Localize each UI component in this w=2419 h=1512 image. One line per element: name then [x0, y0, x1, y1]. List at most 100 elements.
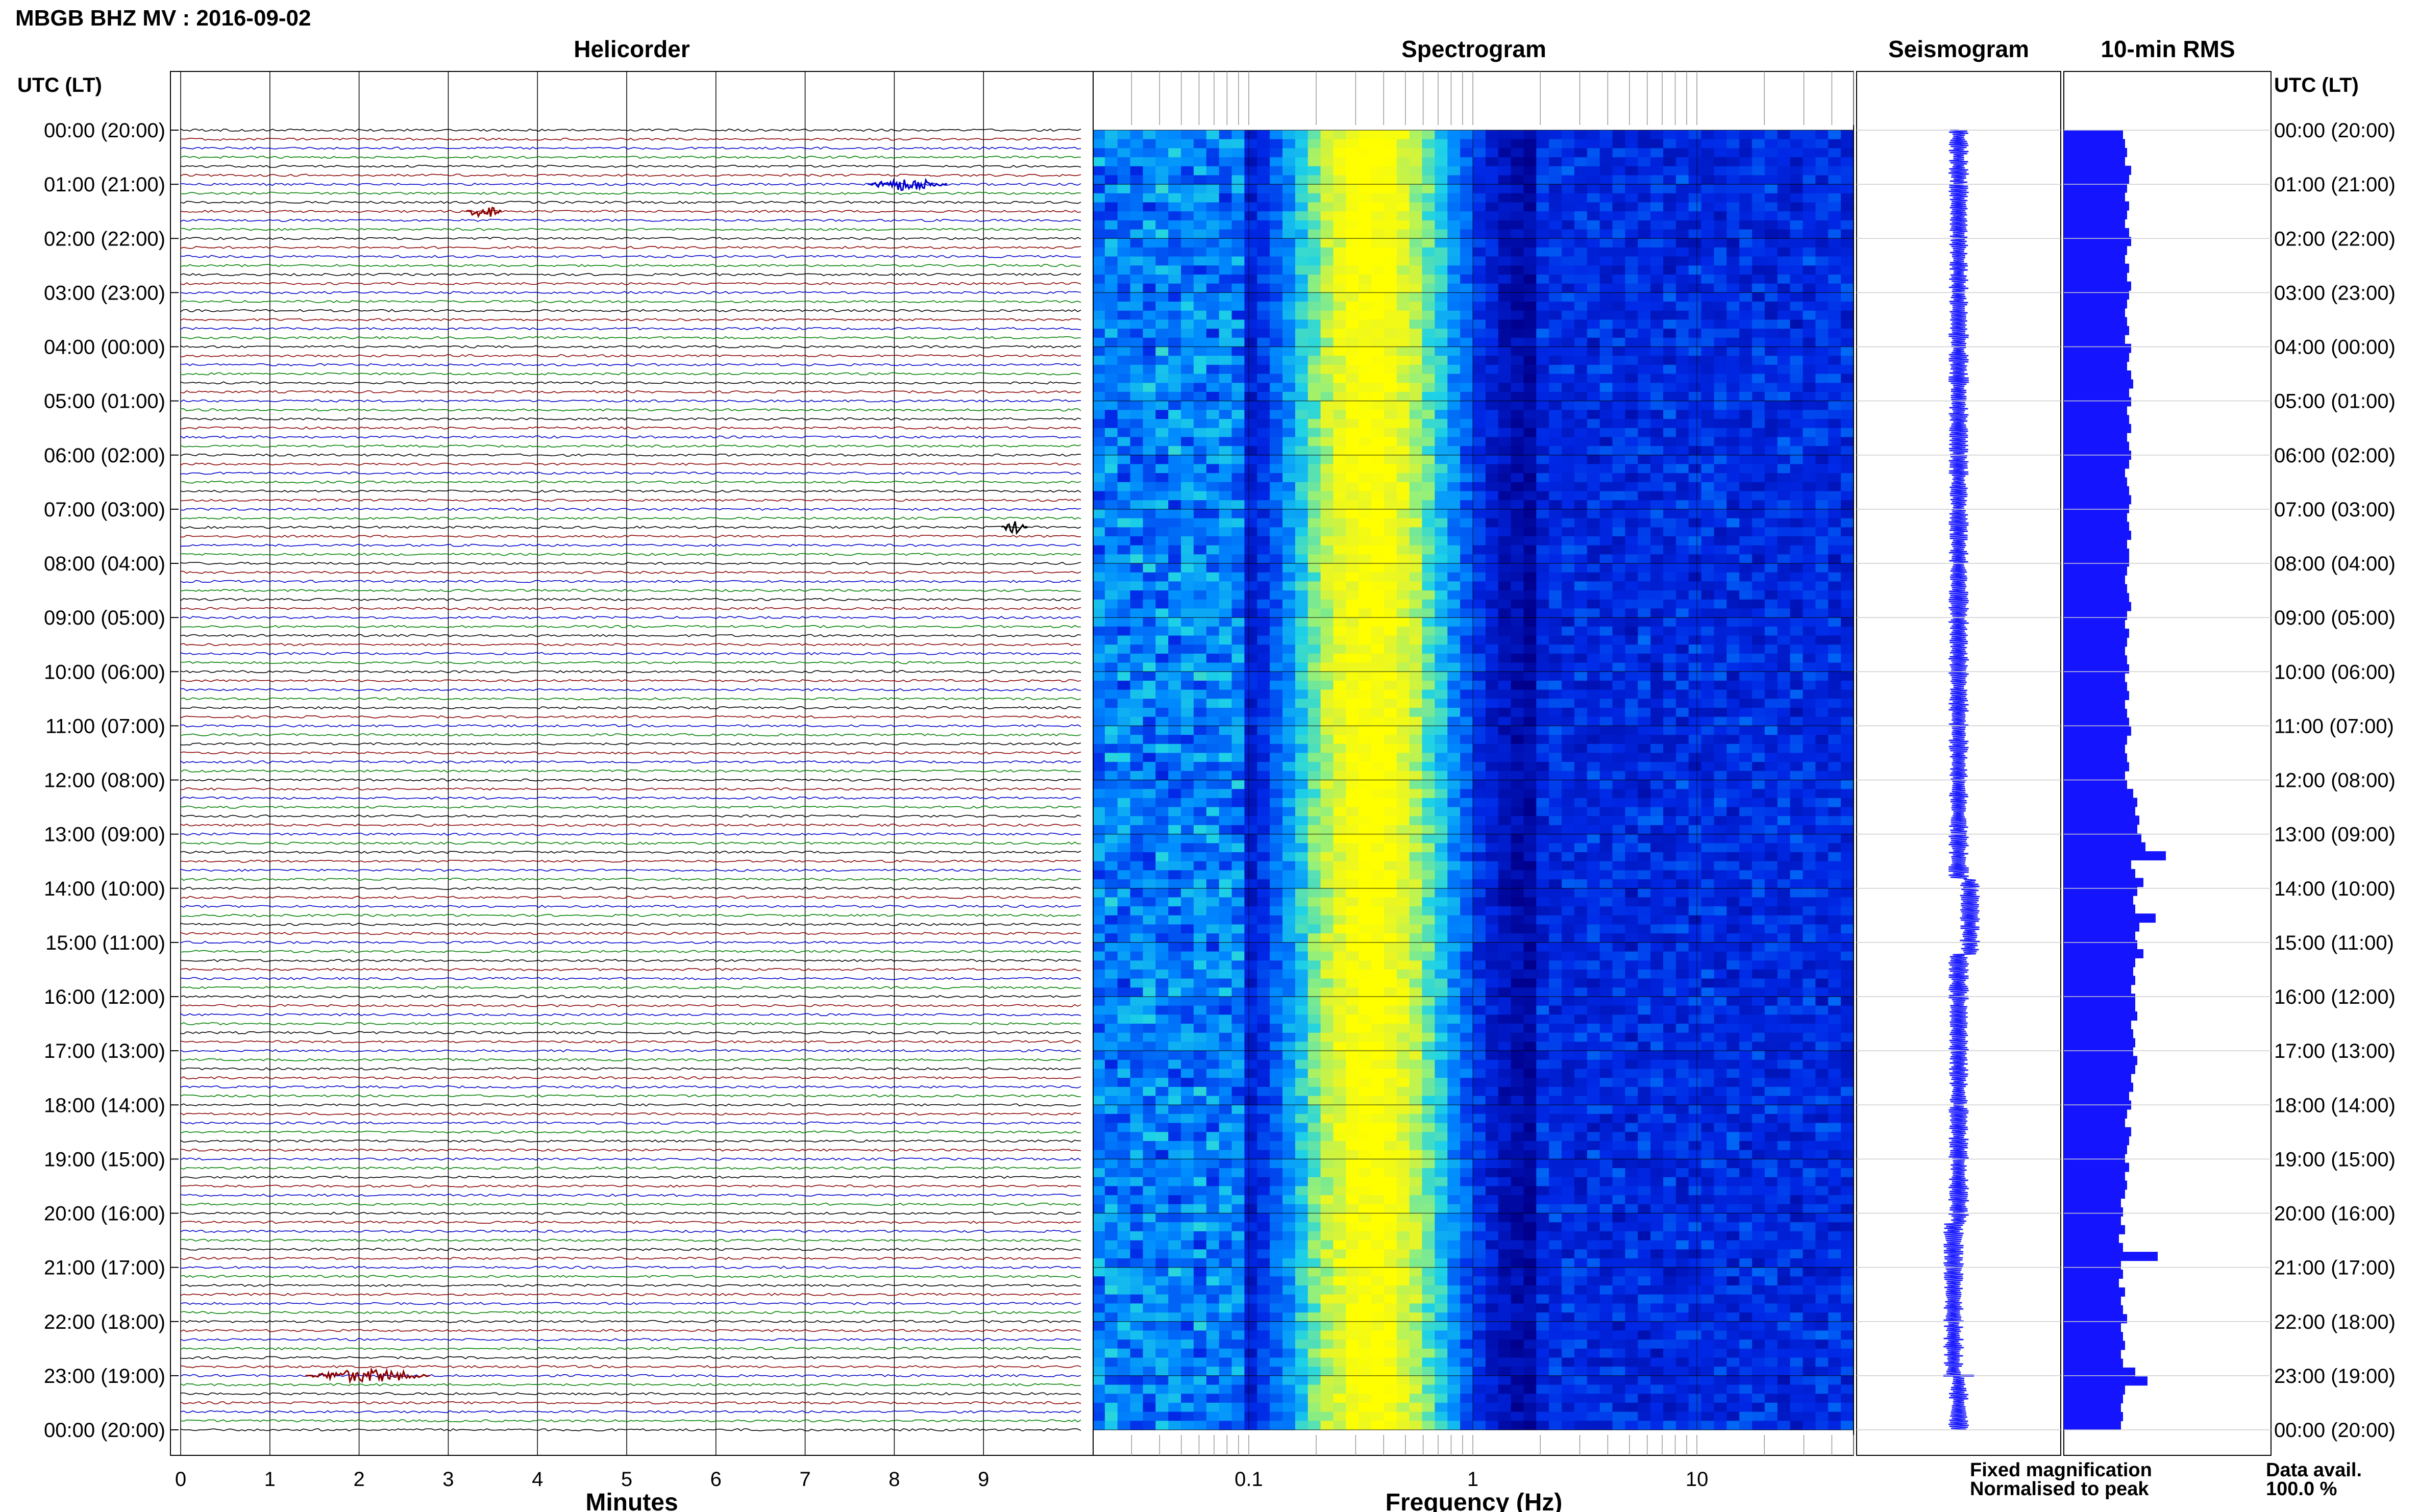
spectrogram-cell — [1815, 689, 1829, 699]
spectrogram-cell — [1536, 825, 1549, 834]
spectrogram-cell — [1688, 825, 1702, 834]
spectrogram-cell — [1841, 590, 1854, 600]
spectrogram-cell — [1587, 184, 1600, 194]
spectrogram-cell — [1307, 599, 1321, 609]
spectrogram-cell — [1625, 319, 1638, 329]
spectrogram-cell — [1498, 410, 1512, 419]
spectrogram-cell — [1320, 825, 1334, 834]
spectrogram-cell — [1803, 319, 1816, 329]
spectrogram-cell — [1536, 229, 1549, 239]
spectrogram-cell — [1384, 680, 1397, 690]
spectrogram-cell — [1511, 689, 1524, 699]
spectrogram-cell — [1384, 428, 1397, 437]
spectrogram-cell — [1803, 275, 1816, 284]
spectrogram-cell — [1777, 527, 1791, 537]
spectrogram-cell — [1143, 193, 1156, 203]
spectrogram-cell — [1282, 446, 1296, 456]
spectrogram-cell — [1168, 310, 1181, 320]
spectrogram-cell — [1473, 653, 1486, 663]
spectrogram-cell — [1117, 437, 1131, 447]
spectrogram-cell — [1587, 419, 1600, 429]
spectrogram-cell — [1663, 238, 1676, 248]
spectrogram-cell — [1485, 491, 1499, 501]
spectrogram-cell — [1257, 139, 1270, 148]
spectrogram-cell — [1587, 491, 1600, 501]
spectrogram-cell — [1485, 708, 1499, 717]
spectrogram-cell — [1739, 870, 1752, 880]
spectrogram-cell — [1270, 428, 1283, 437]
spectrogram-cell — [1117, 708, 1131, 717]
spectrogram-cell — [1447, 337, 1461, 347]
spectrogram-cell — [1714, 653, 1727, 663]
spectrogram-cell — [1841, 482, 1854, 491]
spectrogram-cell — [1155, 383, 1169, 392]
spectrogram-cell — [1498, 545, 1512, 555]
spectrogram-cell — [1155, 238, 1169, 248]
spectrogram-cell — [1130, 247, 1144, 257]
spectrogram-cell — [1384, 581, 1397, 591]
spectrogram-cell — [1574, 238, 1588, 248]
spectrogram-cell — [1244, 617, 1257, 627]
spectrogram-cell — [1498, 310, 1512, 320]
spectrogram-cell — [1206, 879, 1220, 889]
spectrogram-cell — [1599, 716, 1613, 726]
spectrogram-cell — [1726, 599, 1740, 609]
spectrogram-cell — [1244, 608, 1257, 618]
spectrogram-cell — [1790, 455, 1804, 464]
spectrogram-cell — [1130, 716, 1144, 726]
spectrogram-cell — [1688, 283, 1702, 293]
spectrogram-cell — [1841, 464, 1854, 474]
spectrogram-cell — [1130, 265, 1144, 275]
spectrogram-cell — [1168, 716, 1181, 726]
spectrogram-cell — [1764, 672, 1778, 681]
spectrogram-cell — [1422, 599, 1435, 609]
spectrogram-cell — [1650, 843, 1664, 853]
spectrogram-cell — [1587, 572, 1600, 582]
spectrogram-cell — [1206, 229, 1220, 239]
spectrogram-cell — [1219, 374, 1232, 383]
spectrogram-cell — [1714, 563, 1727, 573]
spectrogram-cell — [1346, 139, 1359, 148]
spectrogram-cell — [1803, 843, 1816, 853]
spectrogram-cell — [1282, 635, 1296, 645]
spectrogram-cell — [1168, 861, 1181, 871]
spectrogram-cell — [1384, 861, 1397, 871]
spectrogram-cell — [1193, 193, 1207, 203]
spectrogram-cell — [1650, 302, 1664, 311]
spectrogram-cell — [1841, 608, 1854, 618]
spectrogram-cell — [1574, 473, 1588, 483]
spectrogram-cell — [1181, 419, 1194, 429]
spectrogram-cell — [1168, 518, 1181, 528]
spectrogram-cell — [1231, 337, 1245, 347]
spectrogram-cell — [1739, 319, 1752, 329]
spectrogram-cell — [1396, 726, 1410, 735]
spectrogram-cell — [1739, 743, 1752, 753]
spectrogram-cell — [1371, 437, 1385, 447]
spectrogram-cell — [1587, 374, 1600, 383]
spectrogram-cell — [1244, 554, 1257, 564]
spectrogram-cell — [1828, 337, 1841, 347]
spectrogram-cell — [1841, 491, 1854, 501]
spectrogram-cell — [1612, 184, 1625, 194]
spectrogram-cell — [1168, 563, 1181, 573]
spectrogram-cell — [1104, 726, 1118, 735]
spectrogram-cell — [1562, 202, 1575, 212]
spectrogram-cell — [1435, 798, 1448, 807]
spectrogram-cell — [1549, 419, 1562, 429]
spectrogram-cell — [1396, 735, 1410, 745]
spectrogram-cell — [1638, 825, 1651, 834]
spectrogram-cell — [1130, 645, 1144, 654]
spectrogram-cell — [1346, 870, 1359, 880]
spectrogram-cell — [1675, 391, 1689, 401]
spectrogram-cell — [1155, 762, 1169, 772]
spectrogram-cell — [1257, 482, 1270, 491]
spectrogram-cell — [1663, 455, 1676, 464]
spectrogram-cell — [1244, 401, 1257, 410]
spectrogram-cell — [1612, 473, 1625, 483]
spectrogram-cell — [1638, 662, 1651, 672]
spectrogram-cell — [1701, 391, 1715, 401]
spectrogram-cell — [1181, 211, 1194, 221]
spectrogram-cell — [1714, 626, 1727, 636]
spectrogram-cell — [1752, 157, 1765, 167]
spectrogram-cell — [1143, 645, 1156, 654]
